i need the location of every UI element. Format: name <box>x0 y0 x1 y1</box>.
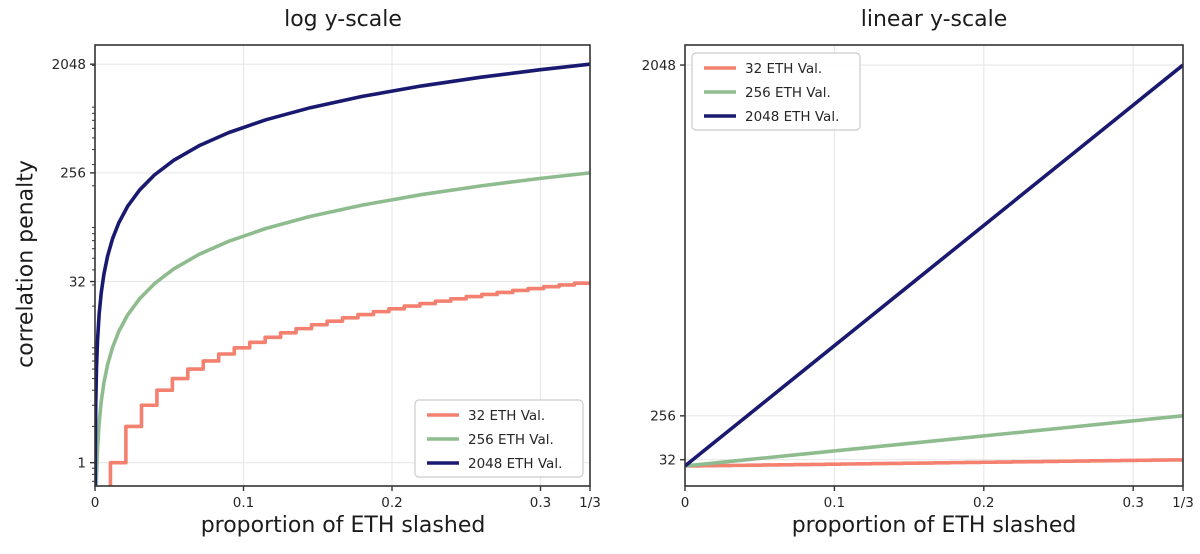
legend-box <box>414 399 584 478</box>
legend-box <box>691 52 861 131</box>
legend-label: 256 ETH Val. <box>468 432 554 448</box>
series-group <box>95 62 590 486</box>
series-group <box>685 63 1183 468</box>
x-tick-label: 1/3 <box>1172 495 1194 511</box>
tick-marks <box>90 63 591 491</box>
legend-label: 32 ETH Val. <box>745 61 822 77</box>
linear-chart-title: linear y-scale <box>860 7 1008 32</box>
log-chart: 0 0.1 0.2 0.3 1/3 1 32 256 2048 32 ETH Val. 256 ET… <box>52 44 600 511</box>
x-tick-label: 0.2 <box>973 495 994 511</box>
axes-spines <box>684 44 1184 487</box>
y-tick-label: 32 <box>69 274 86 290</box>
legend: 32 ETH Val. 256 ETH Val. 2048 ETH Val. <box>691 52 861 131</box>
legend-label: 256 ETH Val. <box>745 85 831 101</box>
y-tick-label: 2048 <box>642 58 676 74</box>
log-chart-ylabel: correlation penalty <box>13 160 39 368</box>
series-line-32-eth-val- <box>685 458 1183 468</box>
series-line-2048-eth-val- <box>685 63 1183 468</box>
x-tick-label: 0.3 <box>1122 495 1143 511</box>
tick-labels: 0 0.1 0.2 0.3 1/3 1 32 256 2048 <box>52 57 600 511</box>
y-tick-label: 1 <box>77 455 86 471</box>
log-chart-title: log y-scale <box>284 7 402 32</box>
log-chart-xlabel: proportion of ETH slashed <box>200 513 486 538</box>
y-tick-label: 256 <box>60 166 86 182</box>
axes-spines <box>94 44 591 487</box>
x-tick-label: 0.1 <box>233 495 254 511</box>
linear-chart: 0 0.1 0.2 0.3 1/3 32 256 2048 32 ETH Val. 256 ETH… <box>642 44 1194 511</box>
linear-chart-xlabel: proportion of ETH slashed <box>791 513 1077 538</box>
tick-labels: 0 0.1 0.2 0.3 1/3 32 256 2048 <box>642 58 1194 511</box>
y-tick-label: 2048 <box>52 57 86 73</box>
legend: 32 ETH Val. 256 ETH Val. 2048 ETH Val. <box>414 399 584 478</box>
series-line-2048-eth-val- <box>95 62 590 486</box>
x-tick-label: 0 <box>91 495 100 511</box>
y-tick-label: 256 <box>650 409 676 425</box>
x-tick-label: 0 <box>681 495 690 511</box>
y-tick-label: 32 <box>659 452 676 468</box>
x-tick-label: 0.1 <box>824 495 845 511</box>
x-tick-label: 0.2 <box>381 495 402 511</box>
legend-label: 2048 ETH Val. <box>468 456 562 472</box>
legend-label: 32 ETH Val. <box>468 408 545 424</box>
x-tick-label: 0.3 <box>530 495 551 511</box>
tick-marks <box>680 64 1184 491</box>
x-tick-label: 1/3 <box>579 495 600 511</box>
series-line-32-eth-val- <box>108 281 590 486</box>
series-line-256-eth-val- <box>95 171 590 486</box>
legend-label: 2048 ETH Val. <box>745 109 839 125</box>
